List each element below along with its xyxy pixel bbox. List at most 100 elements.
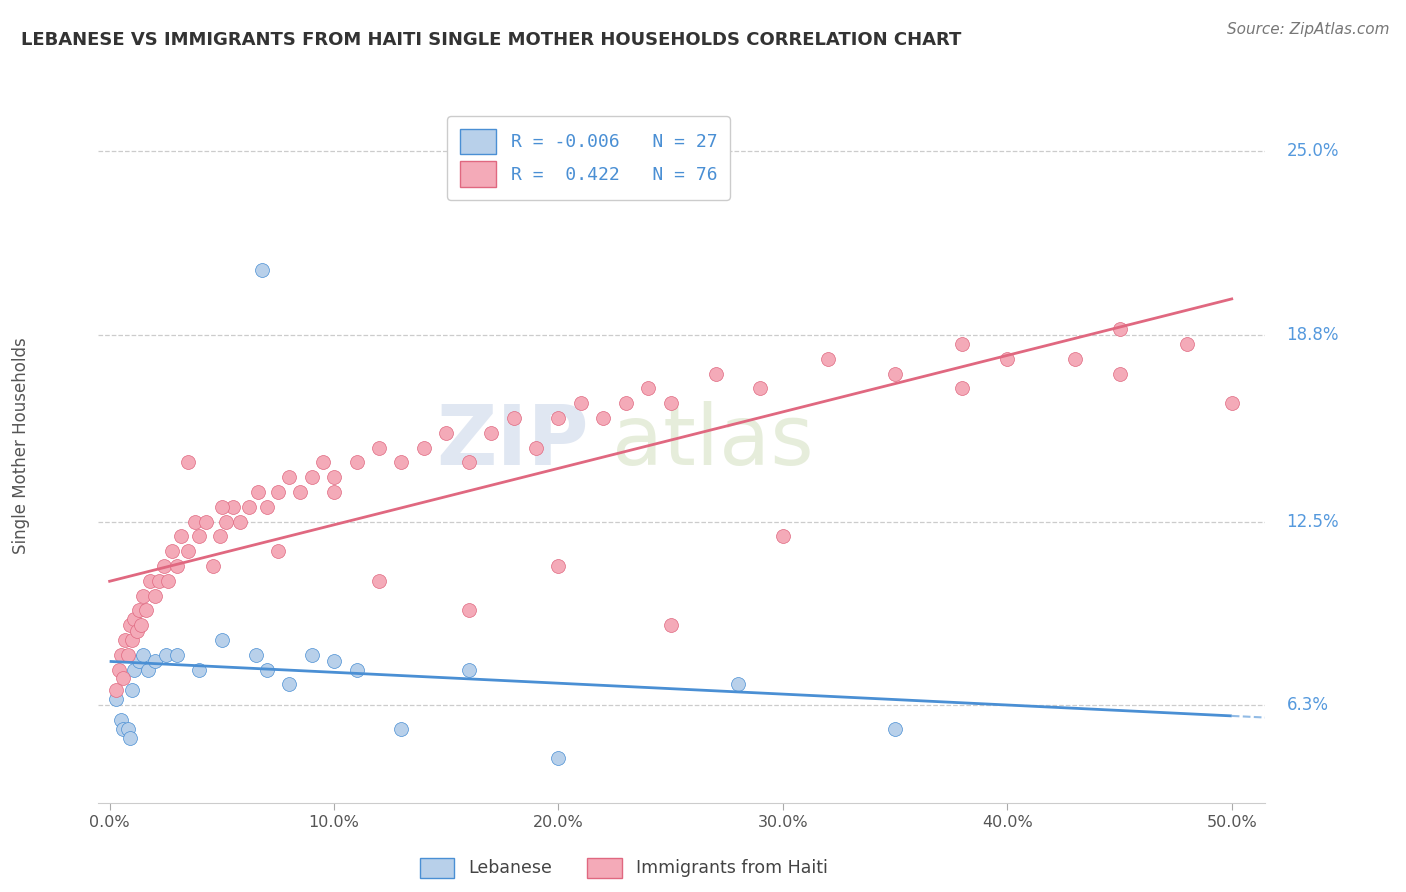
Point [346,663,368,677]
Point [1108,367,1130,381]
Point [301,470,323,484]
Point [211,500,233,514]
Point [132,648,155,662]
Point [155,648,177,662]
Text: 12.5%: 12.5% [1286,513,1339,531]
Point [105,692,128,706]
Point [166,558,188,573]
Text: atlas: atlas [612,401,814,482]
Point [246,484,269,499]
Point [238,500,260,514]
Legend: Lebanese, Immigrants from Haiti: Lebanese, Immigrants from Haiti [413,851,834,885]
Point [323,654,346,668]
Point [267,544,290,558]
Point [129,618,152,632]
Point [278,470,301,484]
Point [704,367,727,381]
Point [177,544,200,558]
Point [124,663,146,677]
Point [222,500,245,514]
Text: 18.8%: 18.8% [1286,326,1339,344]
Point [208,529,231,543]
Point [569,396,592,410]
Point [502,411,524,425]
Point [1063,351,1085,366]
Point [346,455,368,469]
Point [592,411,614,425]
Point [1108,322,1130,336]
Point [817,351,839,366]
Point [278,677,301,691]
Point [614,396,637,410]
Point [884,367,907,381]
Point [118,731,141,745]
Point [389,455,412,469]
Text: Single Mother Households: Single Mother Households [13,338,30,554]
Point [125,624,148,638]
Point [479,425,502,440]
Point [114,632,136,647]
Point [152,558,174,573]
Point [170,529,193,543]
Point [188,529,211,543]
Point [749,381,772,395]
Point [256,663,278,677]
Point [547,751,569,765]
Point [952,337,974,351]
Point [112,672,135,686]
Point [312,455,335,469]
Point [323,484,346,499]
Point [105,683,128,698]
Point [148,574,170,588]
Text: ZIP: ZIP [436,401,589,482]
Point [245,648,267,662]
Point [368,441,391,455]
Point [368,574,391,588]
Point [166,648,188,662]
Point [547,411,569,425]
Point [434,425,457,440]
Text: 6.3%: 6.3% [1286,696,1329,714]
Point [188,663,211,677]
Point [524,441,547,455]
Point [143,589,166,603]
Point [412,441,434,455]
Point [128,654,150,668]
Point [132,589,155,603]
Point [995,351,1018,366]
Point [156,574,179,588]
Point [1175,337,1198,351]
Point [110,648,132,662]
Point [637,381,659,395]
Point [215,515,238,529]
Point [1220,396,1243,410]
Point [135,603,157,617]
Point [457,603,479,617]
Point [952,381,974,395]
Point [547,558,569,573]
Point [301,648,323,662]
Point [110,713,132,727]
Point [117,722,139,736]
Point [107,663,129,677]
Text: Source: ZipAtlas.com: Source: ZipAtlas.com [1226,22,1389,37]
Point [267,484,290,499]
Point [124,612,146,626]
Point [177,455,200,469]
Text: 25.0%: 25.0% [1286,143,1339,161]
Point [139,574,162,588]
Point [121,632,143,647]
Point [290,484,312,499]
Point [457,455,479,469]
Point [128,603,150,617]
Point [143,654,166,668]
Point [727,677,749,691]
Point [136,663,159,677]
Point [229,515,252,529]
Point [256,500,278,514]
Point [252,263,274,277]
Point [117,648,139,662]
Point [211,632,233,647]
Point [389,722,412,736]
Point [457,663,479,677]
